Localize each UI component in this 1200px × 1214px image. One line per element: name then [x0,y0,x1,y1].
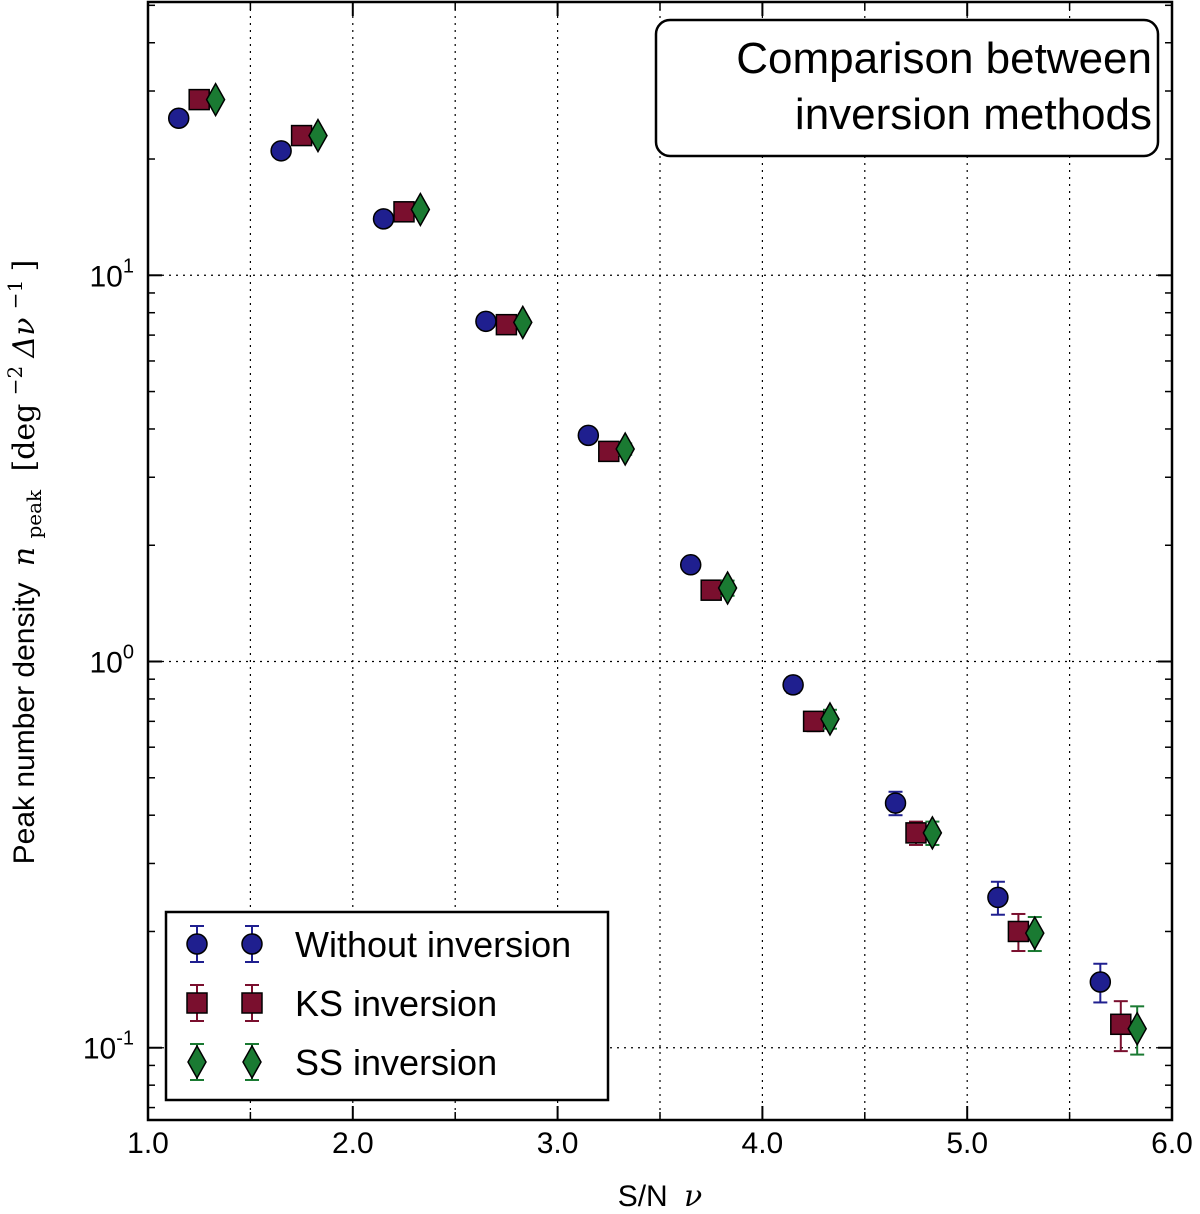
legend-frame [164,910,610,1102]
legend-label: Without inversion [295,924,571,965]
y-axis-label-units-exp1: −2 [3,366,27,395]
data-point-square [598,440,620,463]
y-tick-label-base: 10 [90,260,123,293]
y-tick-label-exponent: 0 [123,642,134,664]
y-axis-label-units-mid: Δν [7,318,42,359]
data-point-square [393,201,415,223]
data-point-diamond [205,82,226,118]
x-tick-label: 3.0 [537,1127,579,1160]
y-axis-label-text: Peak number density [8,583,41,865]
data-point-diamond [1127,1011,1148,1047]
legend-entries: Without inversion KS inversion SS inversio… [186,924,571,1083]
data-point-square [802,710,825,733]
legend-label: SS inversion [295,1042,497,1083]
series-diamond [205,82,1148,1056]
data-point-diamond [615,431,636,467]
y-axis-label-units-prefix: [deg [7,404,42,472]
data-point-diamond [717,570,738,606]
data-point-diamond [512,304,533,340]
data-points [167,82,1148,1056]
data-point-square [495,313,518,336]
data-point-diamond [922,815,943,851]
x-tick-label: 4.0 [742,1127,784,1160]
x-tick-label: 5.0 [946,1127,988,1160]
x-axis-label-text: S/N [618,1180,668,1213]
x-tick-label: 6.0 [1151,1127,1193,1160]
legend-marker-circle [186,933,208,955]
x-tick-label: 1.0 [127,1127,169,1160]
legend-marker-diamond [187,1044,207,1080]
data-point-square [1007,920,1030,943]
y-axis-label-subscript: peak [22,489,46,539]
data-point-circle [987,886,1009,909]
data-point-square [700,579,722,601]
legend: Without inversion KS inversion SS inversio… [164,910,610,1102]
y-tick-label: 100 [90,642,135,680]
chart-title-line-2: inversion methods [795,90,1152,139]
y-axis-label-symbol: n [7,547,42,566]
legend-label: KS inversion [295,983,497,1024]
legend-marker-square [186,992,208,1014]
data-point-diamond [1024,915,1045,951]
data-point-circle [270,140,292,162]
legend-entry: Without inversion [186,924,571,965]
data-point-circle [577,424,600,447]
title-box: Comparison between inversion methods [654,18,1160,158]
data-point-circle [884,792,907,814]
y-axis-label-units-suffix: ] [7,260,42,272]
x-axis-label: S/N ν [618,1179,703,1214]
y-axis-label: Peak number density n peak [deg −2 Δν −1… [0,260,48,865]
y-tick-label-exponent: 1 [123,255,134,277]
legend-entry: KS inversion [186,983,497,1024]
data-point-diamond [308,118,328,154]
y-tick-label-exponent: -1 [116,1028,134,1050]
data-point-circle [782,674,804,696]
data-point-diamond [410,191,431,228]
data-point-circle [1089,971,1112,993]
legend-marker-square [241,992,263,1014]
data-point-circle [475,310,497,333]
title-box-frame [654,18,1160,158]
y-tick-label-base: 10 [83,1033,116,1066]
data-point-diamond [820,701,840,737]
data-point-square [1110,1013,1132,1036]
chart-title-line-1: Comparison between [736,34,1152,83]
y-tick-label-base: 10 [90,647,123,680]
legend-marker-diamond [242,1044,262,1080]
series-circle [167,107,1112,1004]
legend-marker-circle [241,933,263,955]
y-axis-label-units-exp2: −1 [3,280,27,309]
data-point-circle [679,554,702,576]
legend-entry: SS inversion [187,1042,497,1083]
x-axis-label-symbol: ν [684,1179,702,1214]
data-point-circle [372,208,395,230]
y-tick-label: 101 [90,255,135,293]
data-point-circle [167,107,190,130]
plot-frame [146,0,1174,1122]
x-tick-label: 2.0 [332,1127,374,1160]
y-tick-label: 10-1 [83,1028,134,1066]
